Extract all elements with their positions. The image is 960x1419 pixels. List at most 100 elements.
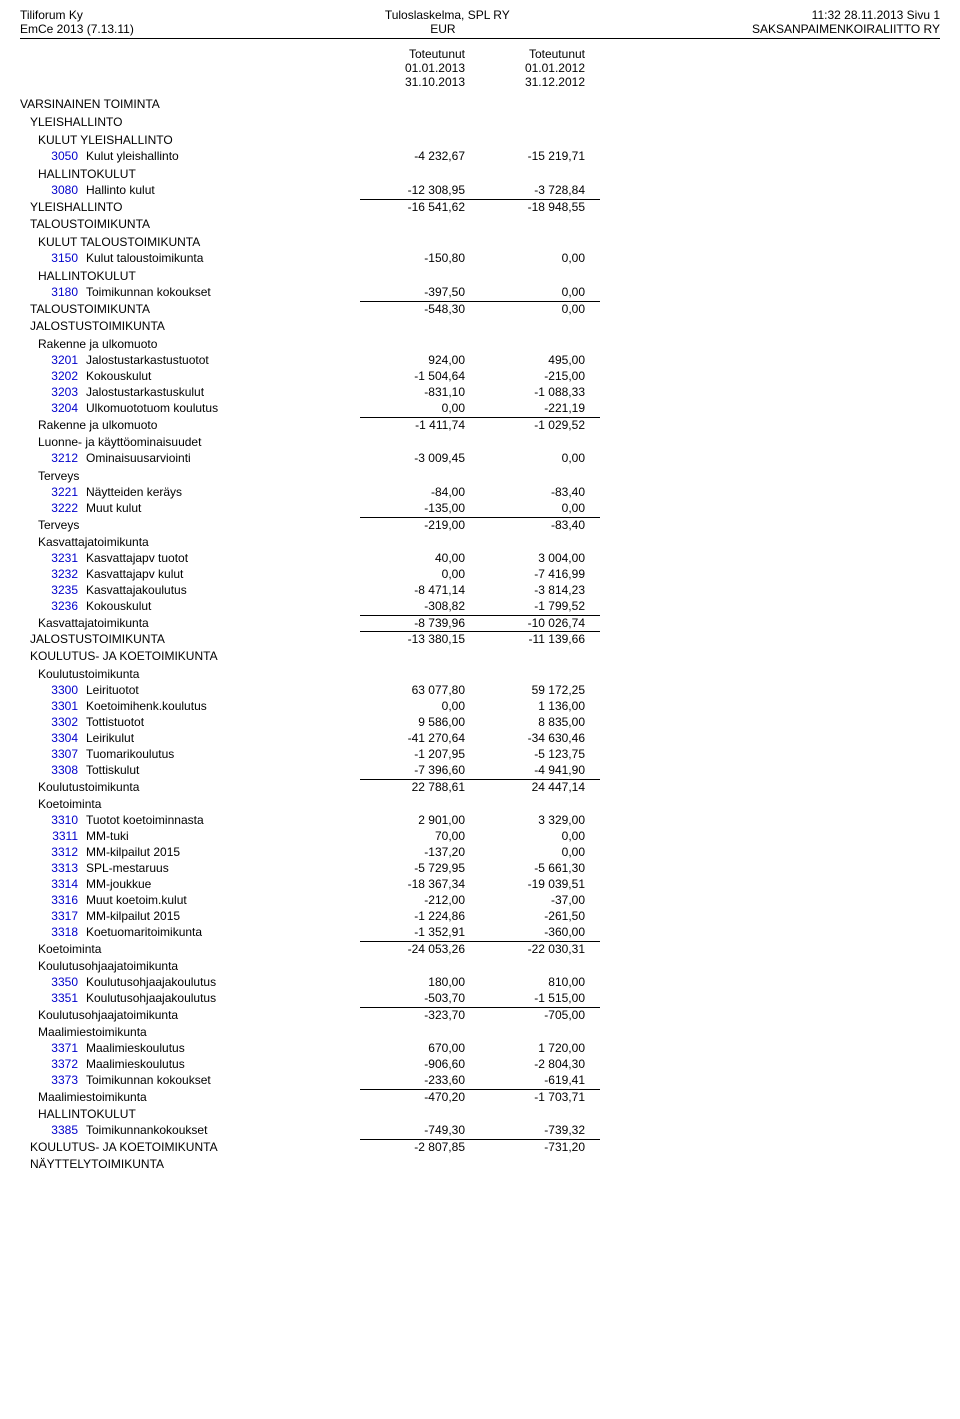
value-period2: -2 804,30 — [480, 1057, 600, 1071]
row-label-cell: 3202Kokouskulut — [20, 369, 360, 383]
row-label-cell: 3350Koulutusohjaajakoulutus — [20, 975, 360, 989]
account-code: 3180 — [38, 285, 86, 299]
subtotal-row: Rakenne ja ulkomuoto-1 411,74-1 029,52 — [20, 417, 940, 433]
row-label-cell: 3312MM-kilpailut 2015 — [20, 845, 360, 859]
row-label-cell: 3373Toimikunnan kokoukset — [20, 1073, 360, 1087]
value-period1: 22 788,61 — [360, 779, 480, 794]
value-period2: -15 219,71 — [480, 149, 600, 163]
account-row: 3222Muut kulut-135,000,00 — [20, 501, 940, 517]
row-label-cell: 3314MM-joukkue — [20, 877, 360, 891]
account-row: 3351Koulutusohjaajakoulutus-503,70-1 515… — [20, 991, 940, 1007]
row-name: Kulut taloustoimikunta — [86, 251, 360, 265]
row-label-cell: KULUT YLEISHALLINTO — [20, 133, 360, 147]
account-code: 3302 — [38, 715, 86, 729]
section-row: Kasvattajatoimikunta — [20, 535, 940, 551]
header-datetime: 11:32 28.11.2013 Sivu 1 — [812, 8, 940, 22]
account-row: 3373Toimikunnan kokoukset-233,60-619,41 — [20, 1073, 940, 1089]
value-period2: 0,00 — [480, 301, 600, 316]
account-code: 3307 — [38, 747, 86, 761]
report-body: VARSINAINEN TOIMINTAYLEISHALLINTOKULUT Y… — [20, 97, 940, 1173]
account-row: 3317MM-kilpailut 2015-1 224,86-261,50 — [20, 909, 940, 925]
row-name: Kasvattajatoimikunta — [38, 535, 360, 549]
row-name: Koetoiminta — [38, 797, 360, 811]
account-code: 3318 — [38, 925, 86, 939]
account-code: 3203 — [38, 385, 86, 399]
value-period1: -16 541,62 — [360, 199, 480, 214]
value-period1: 70,00 — [360, 829, 480, 843]
value-period1: 180,00 — [360, 975, 480, 989]
value-period1: 0,00 — [360, 567, 480, 581]
row-name: Maalimiestoimikunta — [38, 1025, 360, 1039]
value-period1: -749,30 — [360, 1123, 480, 1137]
account-code: 3350 — [38, 975, 86, 989]
row-label-cell: 3385Toimikunnankokoukset — [20, 1123, 360, 1137]
account-code: 3311 — [38, 829, 86, 843]
row-label-cell: 3301Koetoimihenk.koulutus — [20, 699, 360, 713]
row-name: Jalostustarkastuskulut — [86, 385, 360, 399]
account-code: 3312 — [38, 845, 86, 859]
row-name: NÄYTTELYTOIMIKUNTA — [30, 1157, 360, 1171]
row-name: MM-kilpailut 2015 — [86, 909, 360, 923]
value-period1: -906,60 — [360, 1057, 480, 1071]
row-label-cell: Koulutustoimikunta — [20, 780, 360, 794]
row-name: Ulkomuototuom koulutus — [86, 401, 360, 415]
row-label-cell: 3304Leirikulut — [20, 731, 360, 745]
row-name: Koulutustoimikunta — [38, 667, 360, 681]
row-label-cell: Terveys — [20, 469, 360, 483]
row-name: Maalimieskoulutus — [86, 1057, 360, 1071]
row-label-cell: 3080Hallinto kulut — [20, 183, 360, 197]
account-code: 3385 — [38, 1123, 86, 1137]
row-label-cell: HALLINTOKULUT — [20, 269, 360, 283]
account-code: 3308 — [38, 763, 86, 777]
account-code: 3202 — [38, 369, 86, 383]
period2-to: 31.12.2012 — [480, 75, 585, 89]
row-label-cell: 3372Maalimieskoulutus — [20, 1057, 360, 1071]
row-label-cell: 3231Kasvattajapv tuotot — [20, 551, 360, 565]
section-row: JALOSTUSTOIMIKUNTA — [20, 319, 940, 335]
row-label-cell: 3222Muut kulut — [20, 501, 360, 515]
row-label-cell: TALOUSTOIMIKUNTA — [20, 217, 360, 231]
row-name: Muut koetoim.kulut — [86, 893, 360, 907]
row-label-cell: Koulutusohjaajatoimikunta — [20, 1008, 360, 1022]
header-company: Tiliforum Ky — [20, 8, 83, 22]
value-period2: -18 948,55 — [480, 199, 600, 214]
value-period1: -831,10 — [360, 385, 480, 399]
row-label-cell: Koulutustoimikunta — [20, 667, 360, 681]
subtotal-row: Kasvattajatoimikunta-8 739,96-10 026,74 — [20, 615, 940, 631]
row-label-cell: Koulutusohjaajatoimikunta — [20, 959, 360, 973]
row-name: Tottiskulut — [86, 763, 360, 777]
row-label-cell: 3203Jalostustarkastuskulut — [20, 385, 360, 399]
value-period2: 1 720,00 — [480, 1041, 600, 1055]
value-period1: -12 308,95 — [360, 183, 480, 197]
value-period2: -1 799,52 — [480, 599, 600, 613]
account-row: 3304Leirikulut-41 270,64-34 630,46 — [20, 731, 940, 747]
value-period1: -233,60 — [360, 1073, 480, 1087]
account-row: 3385Toimikunnankokoukset-749,30-739,32 — [20, 1123, 940, 1139]
subtotal-row: Koulutusohjaajatoimikunta-323,70-705,00 — [20, 1007, 940, 1023]
value-period1: -3 009,45 — [360, 451, 480, 465]
value-period1: -13 380,15 — [360, 631, 480, 646]
header-org: SAKSANPAIMENKOIRALIITTO RY — [752, 22, 940, 36]
header-version: EmCe 2013 (7.13.11) — [20, 22, 134, 36]
account-row: 3204Ulkomuototuom koulutus0,00-221,19 — [20, 401, 940, 417]
value-period1: -4 232,67 — [360, 149, 480, 163]
value-period1: 670,00 — [360, 1041, 480, 1055]
account-row: 3231Kasvattajapv tuotot40,003 004,00 — [20, 551, 940, 567]
account-row: 3150Kulut taloustoimikunta-150,800,00 — [20, 251, 940, 267]
value-period1: -219,00 — [360, 517, 480, 532]
account-row: 3080Hallinto kulut-12 308,95-3 728,84 — [20, 183, 940, 199]
value-period1: -470,20 — [360, 1089, 480, 1104]
row-name: Kasvattajapv kulut — [86, 567, 360, 581]
account-row: 3235Kasvattajakoulutus-8 471,14-3 814,23 — [20, 583, 940, 599]
row-label-cell: 3050Kulut yleishallinto — [20, 149, 360, 163]
row-label-cell: 3317MM-kilpailut 2015 — [20, 909, 360, 923]
row-name: YLEISHALLINTO — [30, 115, 360, 129]
row-name: Leirikulut — [86, 731, 360, 745]
row-label-cell: Rakenne ja ulkomuoto — [20, 337, 360, 351]
row-label-cell: 3318Koetuomaritoimikunta — [20, 925, 360, 939]
value-period1: -1 504,64 — [360, 369, 480, 383]
row-name: Kasvattajatoimikunta — [38, 616, 360, 630]
account-code: 3351 — [38, 991, 86, 1005]
row-label-cell: KOULUTUS- JA KOETOIMIKUNTA — [20, 1140, 360, 1154]
row-label-cell: KOULUTUS- JA KOETOIMIKUNTA — [20, 649, 360, 663]
